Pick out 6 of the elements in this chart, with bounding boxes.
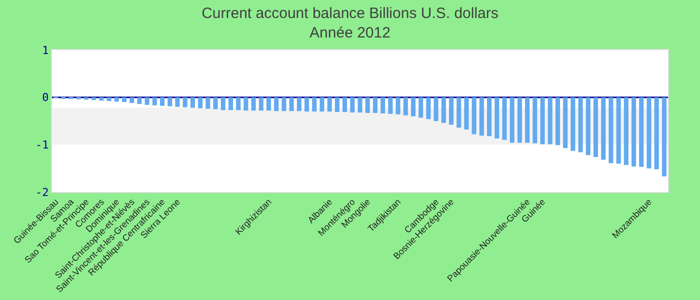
chart-title: Current account balance Billions U.S. dollars	[202, 5, 498, 22]
chart-subtitle: Année 2012	[310, 24, 390, 42]
y-tick-label: 0	[42, 91, 49, 104]
y-tick-label: -1	[36, 138, 49, 152]
y-tick-label: 1	[42, 44, 49, 57]
y-tick-label: -2	[36, 186, 49, 199]
